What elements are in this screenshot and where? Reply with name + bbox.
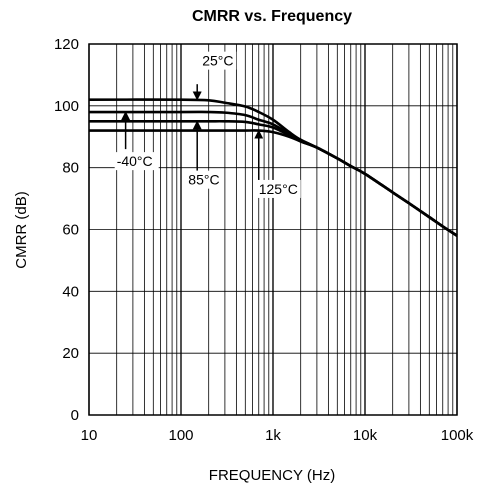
y-tick-label: 120 bbox=[54, 36, 79, 53]
y-tick-label: 40 bbox=[62, 283, 79, 300]
x-tick-label: 100k bbox=[441, 427, 474, 444]
y-tick-label: 0 bbox=[71, 407, 79, 424]
annotation-label-bg bbox=[186, 170, 223, 189]
annotations: 25°C -40°C 85°C 125°C bbox=[114, 51, 301, 198]
tick-labels: 10 100 1k 10k 100k 0 20 40 60 80 100 120 bbox=[54, 36, 474, 444]
x-tick-label: 10k bbox=[353, 427, 378, 444]
annotation-label: 85°C bbox=[188, 172, 219, 188]
y-tick-label: 100 bbox=[54, 98, 79, 115]
annotation-label: -40°C bbox=[117, 153, 153, 169]
series-line bbox=[89, 129, 458, 237]
annotation-label-bg bbox=[114, 152, 159, 171]
y-axis-label: CMRR (dB) bbox=[13, 191, 30, 269]
x-tick-label: 1k bbox=[265, 427, 281, 444]
y-tick-label: 20 bbox=[62, 345, 79, 362]
annotation-label-bg bbox=[256, 179, 301, 198]
y-tick-label: 80 bbox=[62, 160, 79, 177]
x-axis-label: FREQUENCY (Hz) bbox=[209, 467, 335, 484]
annotation-label-bg bbox=[200, 51, 237, 70]
plot-frame bbox=[88, 43, 458, 416]
series-layer bbox=[88, 98, 458, 237]
x-tick-label: 10 bbox=[81, 427, 98, 444]
x-tick-label: 100 bbox=[168, 427, 193, 444]
annotation-label: 125°C bbox=[259, 181, 298, 197]
annotation-label: 25°C bbox=[202, 53, 233, 69]
chart-title: CMRR vs. Frequency bbox=[192, 8, 352, 25]
y-tick-label: 60 bbox=[62, 222, 79, 239]
